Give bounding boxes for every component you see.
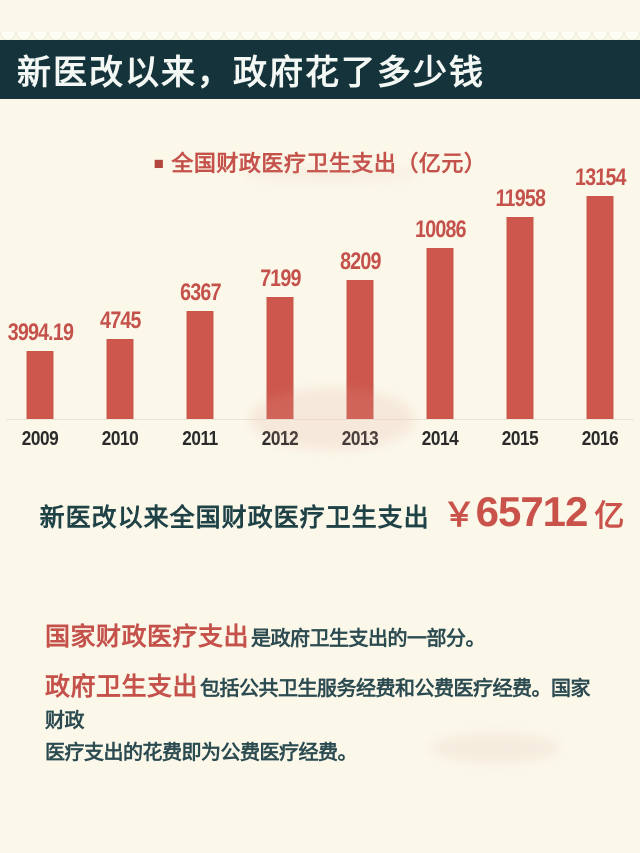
bar-zone: 13154 (560, 164, 640, 419)
chart-column: 3994.19 2009 (0, 183, 80, 449)
bar (186, 311, 214, 419)
x-axis-label: 2014 (421, 428, 459, 450)
note-lead: 国家财政医疗支出 (45, 623, 250, 651)
chart-legend: ■ 全国财政医疗卫生支出（亿元） (0, 146, 640, 178)
bar-zone: 7199 (240, 183, 320, 419)
bar (506, 217, 534, 419)
x-axis-label: 2010 (101, 428, 139, 450)
bar-zone: 10086 (400, 183, 480, 419)
chart-column: 11958 2015 (480, 183, 560, 449)
x-axis-label: 2009 (21, 428, 59, 450)
summary-line: 新医改以来全国财政医疗卫生支出 ￥ 65712 亿 (0, 488, 640, 536)
bar (266, 297, 294, 419)
note-government-health-expenditure: 政府卫生支出 包括公共卫生服务经费和公费医疗经费。国家财政 医疗支出的花费即为公费… (45, 672, 605, 770)
x-axis-label: 2016 (581, 428, 619, 450)
chart-column: 7199 2012 (240, 183, 320, 449)
header-bar: 新医改以来，政府花了多少钱 (0, 40, 640, 99)
bar-value-label: 8209 (339, 248, 381, 275)
bar-value-label: 4745 (99, 307, 141, 334)
note-text: 医疗支出的花费即为公费医疗经费。 (45, 742, 358, 764)
bar-value-label: 10086 (414, 216, 467, 243)
chart-column: 13154 2016 (560, 164, 640, 450)
note-lead: 政府卫生支出 (45, 673, 199, 701)
summary-text: 新医改以来全国财政医疗卫生支出 (39, 504, 430, 532)
bar-value-label: 7199 (259, 265, 301, 292)
x-axis-label: 2011 (182, 428, 218, 450)
bar-zone: 11958 (480, 183, 560, 419)
bar-zone: 6367 (160, 183, 240, 419)
bar-value-label: 13154 (574, 164, 627, 191)
bar-value-label: 3994.19 (7, 319, 74, 346)
summary-unit: 亿 (594, 500, 625, 533)
note-text: 包括公共卫生服务经费和公费医疗经费。国家财政 (45, 678, 591, 732)
note-text: 是政府卫生支出的一部分。 (251, 628, 486, 650)
x-axis-label: 2013 (341, 428, 379, 450)
chart-column: 4745 2010 (80, 183, 160, 449)
bar (106, 339, 134, 419)
bar-value-label: 11958 (495, 185, 546, 212)
summary-amount: 65712 (475, 488, 589, 535)
x-axis-label: 2012 (261, 428, 299, 450)
bar (346, 280, 374, 419)
bar-zone: 3994.19 (0, 183, 80, 419)
bar (26, 351, 54, 419)
bar-chart-columns: 3994.19 2009 4745 2010 6367 2011 7199 2012 8209 2… (0, 164, 640, 450)
bar-chart: 3994.19 2009 4745 2010 6367 2011 7199 2012 8209 2… (0, 164, 640, 450)
legend-square-icon: ■ (153, 154, 165, 173)
torn-paper-wave-edge (0, 32, 640, 40)
bar-value-label: 6367 (179, 279, 221, 306)
legend-label: 全国财政医疗卫生支出（亿元） (171, 151, 487, 176)
page-title: 新医改以来，政府花了多少钱 (17, 54, 485, 92)
bar (426, 248, 454, 419)
bar (586, 196, 614, 419)
chart-column: 6367 2011 (160, 183, 240, 449)
x-axis-line (6, 419, 634, 420)
chart-column: 10086 2014 (400, 183, 480, 449)
bar-zone: 8209 (320, 183, 400, 419)
x-axis-label: 2015 (501, 428, 539, 450)
chart-column: 8209 2013 (320, 183, 400, 449)
bar-zone: 4745 (80, 183, 160, 419)
note-national-fiscal-medical: 国家财政医疗支出 是政府卫生支出的一部分。 (45, 617, 605, 653)
yen-currency-icon: ￥ (442, 496, 476, 533)
